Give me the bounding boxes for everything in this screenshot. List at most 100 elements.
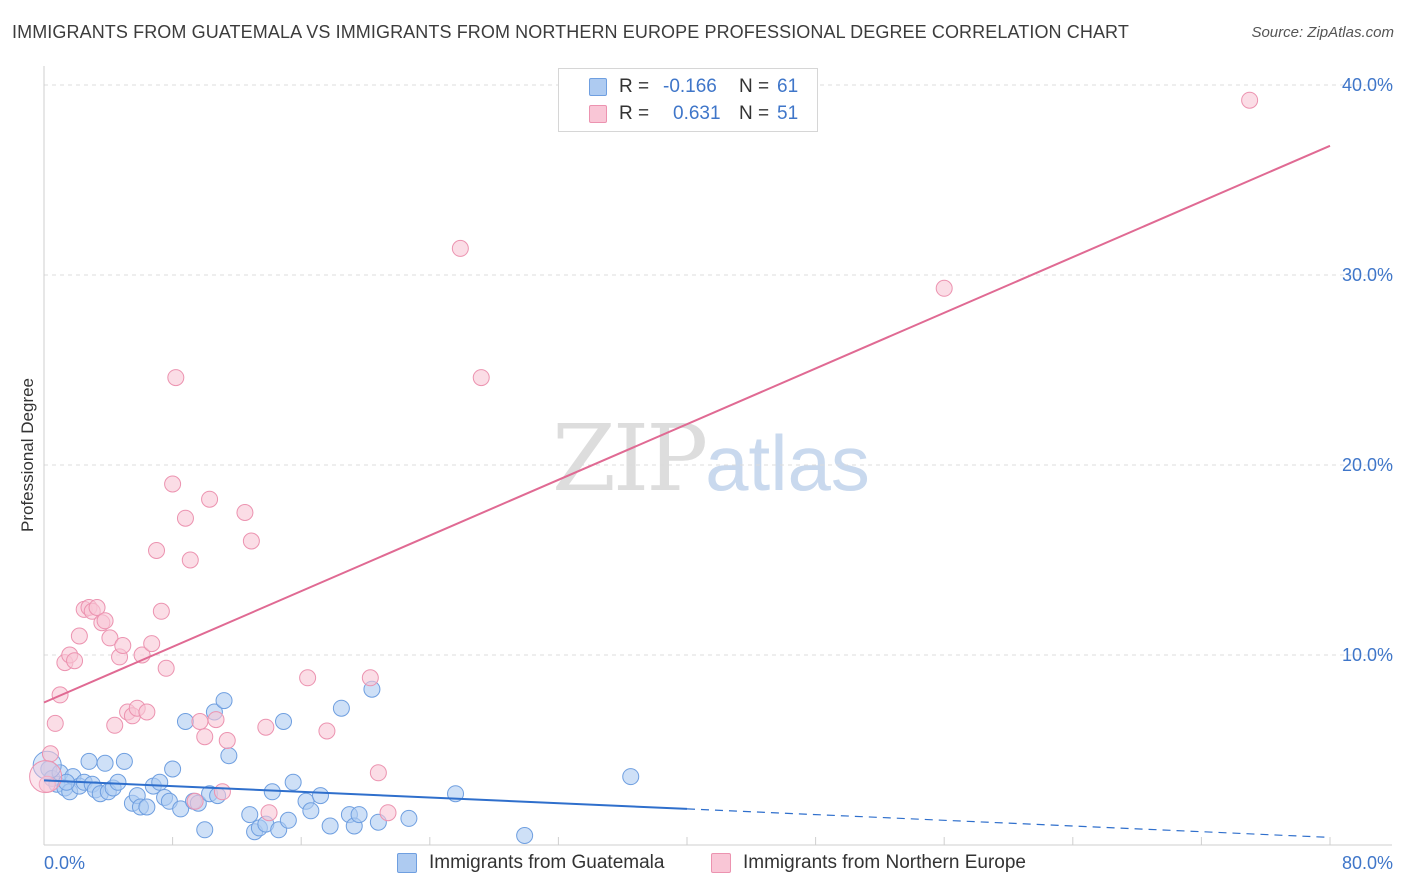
data-point: [311, 787, 329, 805]
data-point: [96, 612, 114, 630]
tick-labels: 10.0% 20.0% 30.0% 40.0% 0.0% 80.0%: [44, 75, 1393, 873]
watermark: ZIPatlas: [552, 405, 870, 512]
source-credit: Source: ZipAtlas.com: [1251, 24, 1394, 41]
data-point: [157, 659, 175, 677]
data-point: [186, 792, 204, 810]
data-point: [151, 773, 169, 791]
data-point: [176, 509, 194, 527]
y-tick-label: 10.0%: [1342, 645, 1393, 665]
data-point: [361, 669, 379, 687]
y-tick-label: 20.0%: [1342, 455, 1393, 475]
grid-lines: [44, 84, 1392, 656]
data-point: [114, 637, 132, 654]
data-point: [176, 713, 194, 730]
data-point: [66, 652, 84, 670]
data-point: [451, 239, 469, 257]
data-point: [138, 703, 156, 721]
legend-row-guatemala: R = -0.166 N = 61: [559, 74, 798, 100]
data-point: [196, 821, 214, 839]
chart-title: IMMIGRANTS FROM GUATEMALA VS IMMIGRANTS …: [12, 22, 1129, 42]
data-point: [279, 811, 297, 829]
data-point: [148, 542, 166, 559]
data-point: [196, 728, 214, 746]
data-point: [257, 718, 275, 736]
trend-lines: [43, 144, 1331, 838]
data-point: [299, 669, 317, 687]
data-point: [101, 629, 119, 647]
data-point: [213, 783, 231, 801]
data-point: [164, 475, 182, 493]
data-point: [275, 713, 293, 730]
x-tick-label: 0.0%: [44, 853, 85, 873]
legend-r-label: R =: [619, 103, 650, 124]
legend-swatch-pink: [589, 105, 607, 123]
y-tick-label: 30.0%: [1342, 265, 1393, 285]
data-point: [400, 809, 418, 827]
series-legend-guatemala: Immigrants from Guatemala: [397, 852, 664, 874]
data-point: [350, 806, 368, 824]
series-swatch-pink: [711, 853, 731, 873]
data-point: [218, 732, 236, 749]
data-point: [201, 490, 219, 508]
data-point: [138, 798, 156, 816]
legend-n-value: 51: [777, 103, 799, 124]
data-point: [41, 745, 59, 763]
data-point: [1241, 91, 1259, 109]
data-point: [622, 768, 640, 786]
data-point: [70, 627, 88, 645]
legend-n-label: N =: [739, 103, 770, 124]
y-tick-label: 40.0%: [1342, 75, 1393, 95]
data-point: [46, 714, 64, 732]
data-point: [260, 804, 278, 822]
data-point-cluster: [29, 760, 63, 794]
series-legend-northern-europe: Immigrants from Northern Europe: [711, 852, 1026, 874]
legend-r-value: 0.631: [673, 103, 721, 124]
data-point: [321, 817, 339, 835]
data-point: [379, 804, 397, 822]
data-point: [516, 827, 534, 844]
trend-line-guatemala-projection: [686, 808, 1331, 838]
data-point: [472, 369, 490, 387]
data-point: [284, 773, 302, 791]
data-point: [106, 716, 124, 734]
data-point: [191, 713, 209, 730]
legend-r-label: R =: [619, 76, 650, 97]
data-point: [164, 760, 182, 778]
data-point: [935, 279, 953, 297]
legend-row-northern-europe: R = 0.631 N = 51: [559, 101, 798, 127]
data-point: [96, 754, 114, 772]
data-point: [143, 635, 161, 653]
data-point: [172, 800, 190, 818]
watermark-atlas: atlas: [705, 419, 870, 507]
series-legend: Immigrants from Guatemala Immigrants fro…: [0, 852, 1406, 878]
data-point: [302, 802, 320, 820]
data-point: [241, 806, 259, 824]
data-point: [236, 504, 254, 521]
x-tick-label: 80.0%: [1342, 853, 1393, 873]
data-point: [242, 532, 260, 550]
northern-europe-points: [29, 91, 1259, 822]
data-point: [207, 711, 225, 729]
data-point: [369, 764, 387, 782]
correlation-legend: R = -0.166 N = 61 R = 0.631 N = 51: [558, 68, 818, 132]
legend-n-value: 61: [777, 76, 799, 97]
series-swatch-blue: [397, 853, 417, 873]
series-label-northern-europe: Immigrants from Northern Europe: [743, 852, 1026, 873]
legend-swatch-blue: [589, 78, 607, 96]
legend-n-label: N =: [739, 76, 770, 97]
axes: [43, 66, 1392, 846]
data-point: [152, 602, 170, 620]
data-point: [318, 722, 336, 740]
data-point: [88, 599, 106, 616]
data-point: [181, 551, 199, 569]
data-point: [332, 699, 350, 717]
data-point: [167, 369, 185, 387]
data-point: [215, 692, 233, 710]
watermark-zip: ZIP: [552, 405, 708, 512]
legend-r-value: -0.166: [663, 76, 717, 97]
guatemala-points: [32, 680, 640, 844]
data-point: [220, 747, 238, 765]
trend-line-northern-europe: [43, 144, 1331, 704]
series-label-guatemala: Immigrants from Guatemala: [429, 852, 665, 873]
